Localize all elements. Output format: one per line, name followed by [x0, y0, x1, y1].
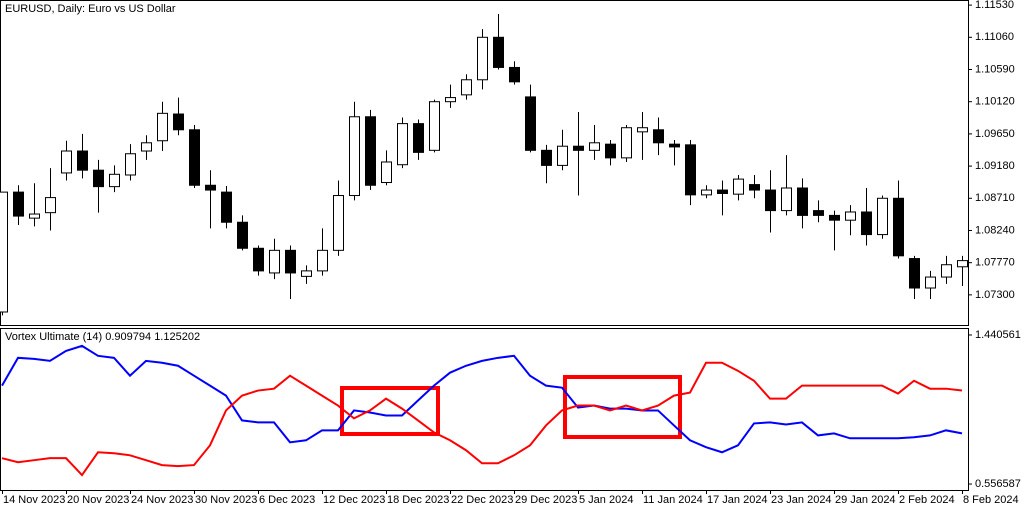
- candle-body: [845, 211, 856, 221]
- candle-body: [893, 197, 904, 257]
- y-tick-label: 1.07300: [975, 289, 1015, 301]
- y-tick-label: 1.10590: [975, 63, 1015, 75]
- candle-body: [349, 116, 360, 197]
- x-tick-label: 29 Jan 2024: [835, 494, 896, 506]
- candle-body: [941, 264, 952, 278]
- y-tick-label: 1.09650: [975, 128, 1015, 140]
- candle-body: [237, 221, 248, 249]
- vortex-line: [1, 344, 963, 454]
- candle-body: [637, 127, 648, 133]
- candle-body: [173, 113, 184, 131]
- candle-body: [829, 214, 840, 221]
- candle-body: [0, 191, 8, 313]
- candle-body: [701, 189, 712, 196]
- x-tick-label: 30 Nov 2023: [195, 494, 257, 506]
- candle-body: [141, 142, 152, 152]
- y-tick-label: 1.08710: [975, 192, 1015, 204]
- x-tick-label: 24 Nov 2023: [131, 494, 193, 506]
- candle-body: [333, 195, 344, 251]
- candle-body: [733, 178, 744, 195]
- vortex-line: [1, 361, 963, 477]
- candle-body: [621, 127, 632, 159]
- candle-body: [109, 173, 120, 188]
- x-tick-label: 29 Dec 2023: [515, 494, 577, 506]
- x-tick-label: 18 Dec 2023: [387, 494, 449, 506]
- candle-body: [781, 187, 792, 212]
- candle-body: [909, 258, 920, 289]
- y-tick-label: 0.556587: [975, 478, 1021, 490]
- x-tick-label: 23 Jan 2024: [771, 494, 832, 506]
- candle-body: [541, 149, 552, 166]
- candle-body: [61, 150, 72, 174]
- candle-body: [205, 184, 216, 191]
- y-tick-label: 1.11060: [975, 31, 1014, 43]
- candle-body: [477, 36, 488, 81]
- candle-body: [925, 276, 936, 289]
- candle-body: [125, 153, 136, 176]
- candle-body: [29, 213, 40, 219]
- candle-body: [589, 142, 600, 151]
- candle-body: [157, 112, 168, 142]
- candle-body: [285, 249, 296, 274]
- candle-body: [573, 145, 584, 151]
- candle-body: [461, 79, 472, 96]
- x-tick-label: 8 Feb 2024: [963, 494, 1019, 506]
- x-tick-label: 5 Jan 2024: [579, 494, 633, 506]
- candle-body: [317, 249, 328, 272]
- x-tick-label: 12 Dec 2023: [323, 494, 385, 506]
- candle-body: [253, 247, 264, 272]
- x-tick-label: 17 Jan 2024: [707, 494, 768, 506]
- x-tick-label: 20 Nov 2023: [67, 494, 129, 506]
- candle-body: [429, 101, 440, 151]
- candle-body: [877, 197, 888, 236]
- y-tick-label: 1.10120: [975, 96, 1015, 108]
- candle-body: [509, 66, 520, 83]
- candle-body: [445, 97, 456, 103]
- candle-body: [45, 197, 56, 214]
- candle-body: [93, 169, 104, 188]
- x-tick-label: 22 Dec 2023: [451, 494, 513, 506]
- candle-body: [861, 211, 872, 236]
- x-tick-label: 11 Jan 2024: [643, 494, 703, 506]
- indicator-panel: [0, 328, 969, 491]
- candle-body: [221, 191, 232, 223]
- candle-body: [749, 184, 760, 191]
- candle-body: [493, 36, 504, 68]
- candle-body: [685, 144, 696, 196]
- candle-body: [669, 143, 680, 148]
- candle-body: [525, 96, 536, 151]
- y-tick-label: 1.11530: [975, 0, 1014, 11]
- candle-body: [365, 116, 376, 186]
- candle-body: [653, 129, 664, 144]
- highlight-box: [340, 386, 440, 436]
- y-tick-label: 1.09180: [975, 160, 1015, 172]
- candle-body: [397, 123, 408, 166]
- candle-body: [269, 249, 280, 274]
- candle-body: [957, 260, 968, 268]
- candle-body: [413, 123, 424, 153]
- y-tick-label: 1.08240: [975, 224, 1015, 236]
- candle-body: [797, 187, 808, 216]
- highlight-box: [563, 375, 682, 439]
- candle-body: [13, 191, 24, 217]
- candle-body: [189, 129, 200, 186]
- x-tick-label: 6 Dec 2023: [259, 494, 315, 506]
- y-tick-label: 1.07770: [975, 257, 1015, 269]
- candle-body: [301, 270, 312, 277]
- candle-body: [77, 150, 88, 171]
- candle-body: [765, 189, 776, 212]
- x-tick-label: 2 Feb 2024: [899, 494, 955, 506]
- y-tick-label: 1.440561: [975, 329, 1021, 341]
- price-panel: [0, 0, 969, 326]
- candle-body: [717, 189, 728, 194]
- candle-body: [557, 145, 568, 166]
- candle-body: [813, 210, 824, 216]
- candle-body: [605, 143, 616, 159]
- candle-body: [381, 161, 392, 184]
- chart-title: EURUSD, Daily: Euro vs US Dollar: [5, 3, 176, 15]
- x-tick-label: 14 Nov 2023: [3, 494, 65, 506]
- indicator-title: Vortex Ultimate (14) 0.909794 1.125202: [5, 331, 200, 343]
